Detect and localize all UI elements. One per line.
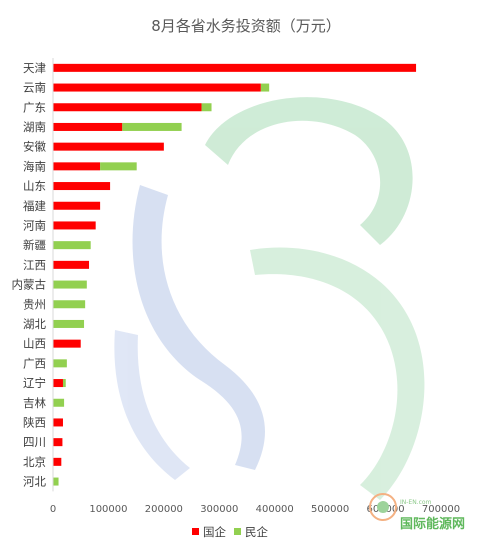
bar-segment-guoqi	[53, 122, 123, 131]
category-label: 河北	[23, 475, 46, 489]
brand-logo-icon	[369, 493, 397, 521]
bar-segment-guoqi	[53, 142, 164, 151]
category-label: 海南	[23, 159, 46, 173]
bar-segment-guoqi	[53, 103, 202, 112]
category-label: 陕西	[23, 415, 46, 429]
bar-segment-guoqi	[53, 457, 62, 466]
category-label: 湖北	[23, 317, 46, 331]
category-label: 广东	[23, 100, 46, 114]
chart-title: 8月各省水务投资额（万元）	[151, 17, 341, 35]
bar-segment-minqi	[53, 398, 65, 407]
x-tick-label: 100000	[89, 504, 127, 515]
category-label: 贵州	[23, 297, 46, 311]
bar-segment-guoqi	[53, 63, 417, 72]
category-label: 江西	[23, 258, 46, 272]
watermark-url: IN-EN.com	[400, 499, 432, 506]
category-label: 河南	[23, 218, 46, 232]
bar-segment-guoqi	[53, 379, 63, 388]
x-tick-label: 500000	[311, 504, 349, 515]
x-tick-label: 400000	[256, 504, 294, 515]
bar-segment-guoqi	[53, 182, 111, 191]
plot-area	[53, 63, 417, 486]
legend-swatch-guoqi	[192, 528, 199, 535]
x-tick-label: 700000	[422, 504, 460, 515]
category-label: 辽宁	[23, 376, 46, 390]
x-tick-label: 300000	[200, 504, 238, 515]
bar-segment-guoqi	[53, 201, 101, 210]
bar-segment-guoqi	[53, 221, 96, 230]
category-label: 四川	[23, 435, 46, 449]
bar-segment-minqi	[100, 162, 137, 171]
bar-segment-minqi	[53, 241, 91, 250]
bar-segment-minqi	[201, 103, 212, 112]
category-label: 北京	[23, 455, 46, 469]
brand-logo-center-icon	[377, 501, 389, 513]
category-label: 吉林	[23, 396, 46, 410]
category-label: 天津	[23, 61, 46, 75]
bar-segment-guoqi	[53, 339, 81, 348]
watermark-text: 国际能源网	[400, 516, 465, 532]
category-label: 云南	[23, 81, 46, 95]
category-label: 安徽	[23, 140, 46, 154]
bar-segment-guoqi	[53, 162, 101, 171]
bar-segment-minqi	[122, 122, 182, 131]
bar-segment-guoqi	[53, 438, 63, 447]
bar-segment-guoqi	[53, 418, 63, 427]
category-label: 内蒙古	[12, 278, 47, 292]
legend-swatch-minqi	[234, 528, 241, 535]
legend-label-guoqi: 国企	[203, 525, 226, 539]
bar-segment-guoqi	[53, 83, 261, 92]
legend: 国企 民企	[192, 525, 268, 539]
legend-label-minqi: 民企	[245, 525, 268, 539]
category-label: 新疆	[23, 238, 46, 252]
category-label: 广西	[23, 356, 46, 370]
category-label: 福建	[23, 199, 46, 213]
bar-segment-minqi	[53, 280, 87, 289]
bar-segment-minqi	[53, 300, 86, 309]
category-label: 山西	[23, 337, 46, 351]
x-tick-label: 200000	[145, 504, 183, 515]
bar-segment-minqi	[53, 319, 85, 328]
bar-segment-minqi	[62, 379, 66, 388]
category-label: 湖南	[23, 120, 46, 134]
watermark-logo	[114, 97, 425, 500]
category-labels: 天津云南广东湖南安徽海南山东福建河南新疆江西内蒙古贵州湖北山西广西辽宁吉林陕西四…	[12, 61, 47, 489]
bar-segment-guoqi	[53, 260, 90, 269]
x-tick-label: 0	[50, 504, 56, 515]
category-label: 山东	[23, 179, 46, 193]
watermark-brand: IN-EN.com 国际能源网	[369, 493, 465, 532]
bar-segment-minqi	[53, 359, 67, 368]
bar-segment-minqi	[260, 83, 270, 92]
bar-segment-minqi	[53, 477, 59, 486]
